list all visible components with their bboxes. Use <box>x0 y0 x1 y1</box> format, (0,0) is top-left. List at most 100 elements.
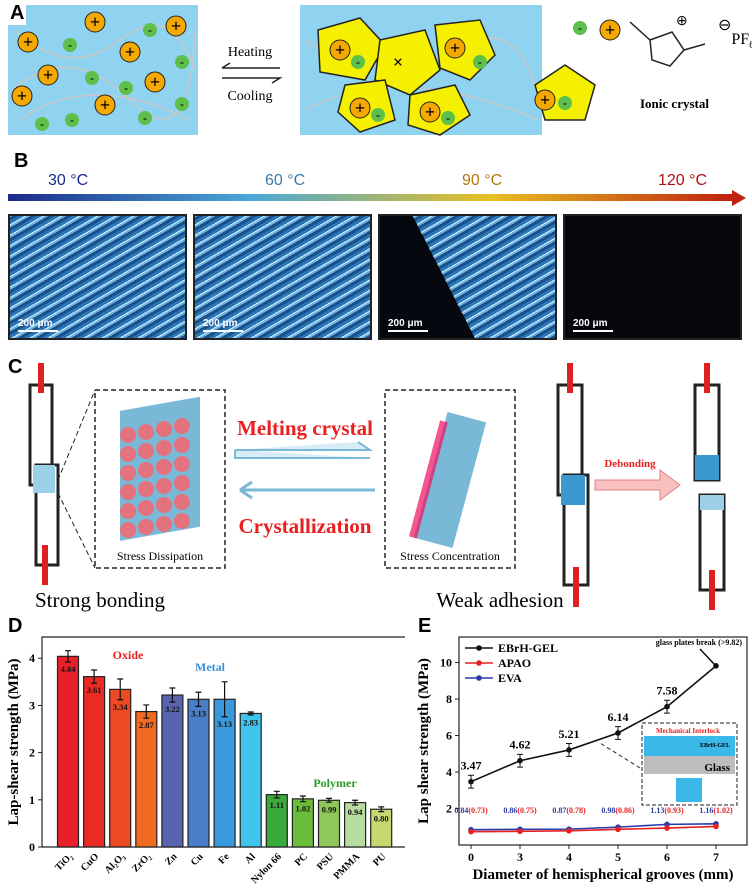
ionic-crystal-label: Ionic crystal <box>640 96 709 111</box>
data-label: 0.80 <box>374 814 389 824</box>
plus-sign: + <box>23 32 33 52</box>
cation-icon <box>599 19 621 41</box>
bar <box>239 712 262 848</box>
anion-icon <box>63 38 77 52</box>
data-label-pair: 0.86(0.75) <box>503 806 537 815</box>
panel-label-b: B <box>14 150 29 172</box>
temperature-gradient-bar <box>8 194 733 201</box>
cation-icon <box>165 15 187 37</box>
data-label-pair: 0.98(0.86) <box>601 806 635 815</box>
data-label: 5.21 <box>559 727 580 741</box>
error-bar <box>566 743 572 757</box>
forward-arrow <box>234 441 374 459</box>
scale-bar: 200 μm <box>18 318 58 332</box>
temp-30: 30 °C <box>48 172 89 189</box>
bar <box>56 655 80 848</box>
minus-sign: - <box>68 38 72 52</box>
apao-label: (1.02) <box>713 806 733 815</box>
crystal-dot <box>138 424 154 440</box>
group-label: Metal <box>195 660 226 674</box>
minus-sign: - <box>90 71 94 85</box>
error-bar <box>143 704 150 719</box>
x-tick-label: TiO₂ <box>53 851 75 873</box>
bar <box>135 710 158 848</box>
error-bar <box>299 795 306 803</box>
plot-frame <box>458 636 748 846</box>
minus-sign: - <box>376 108 380 122</box>
x-tick-label: Zn <box>163 851 180 868</box>
error-bar <box>195 691 202 707</box>
plus-sign: + <box>171 16 181 36</box>
crystal-dot <box>174 418 190 434</box>
heating-label: Heating <box>228 45 272 60</box>
y-tick-label: 1 <box>29 793 35 807</box>
data-label: 3.13 <box>191 708 206 718</box>
y-tick-label: 6 <box>446 729 452 743</box>
data-label: 0.99 <box>322 804 337 814</box>
x-tick-label: 3 <box>517 850 523 864</box>
inset-pointer <box>599 742 641 769</box>
minus-sign: - <box>180 55 184 69</box>
y-tick-label: 10 <box>440 656 452 670</box>
legend-marker <box>476 645 482 651</box>
panel-c-schematic: Stress Dissipation Melting crystal Cryst… <box>28 363 726 612</box>
data-label: 3.22 <box>165 704 180 714</box>
temp-120: 120 °C <box>658 172 708 189</box>
error-bar <box>326 797 332 803</box>
y-tick-label: 0 <box>29 840 35 854</box>
data-label-pair: 0.87(0.78) <box>552 806 586 815</box>
y-tick-label: 2 <box>446 802 452 816</box>
crystal-dot <box>138 519 154 535</box>
minus-sign: - <box>578 21 582 35</box>
legend-marker <box>476 660 482 666</box>
cooling-label: Cooling <box>227 89 272 104</box>
minus-sign: - <box>563 96 567 110</box>
eva-label: 1.16 <box>699 806 713 815</box>
gel-layer <box>644 736 735 756</box>
micrograph-120c: 200 μm <box>563 214 742 340</box>
annotation: glass plates break (>9.82) <box>656 638 743 647</box>
error-bar <box>352 799 359 806</box>
scale-bar: 200 μm <box>388 318 428 332</box>
anion-icon <box>573 21 587 35</box>
cation-icon <box>329 39 351 61</box>
anion-label: ⊖PF6 <box>718 17 752 51</box>
apao-label: (0.75) <box>517 806 537 815</box>
strong-bonding-label: Strong bonding <box>35 588 166 612</box>
data-label: 7.58 <box>657 684 678 698</box>
legend-entry: APAO <box>498 656 531 670</box>
data-label: 4.04 <box>61 664 77 674</box>
cation-icon <box>349 97 371 119</box>
line-chart: 2 4 6 8 10 0 3 4 5 6 7 Diameter of hemispherical gr… <box>416 636 748 883</box>
cation-icon <box>17 31 39 53</box>
x-tick-label: PSU <box>315 851 336 872</box>
weak-adhesion-label: Weak adhesion <box>436 588 564 612</box>
crystal-dot <box>120 484 136 500</box>
error-bar <box>91 669 98 684</box>
anion-icon <box>175 97 189 111</box>
anion-icon <box>65 113 79 127</box>
x-tick-label: CuO <box>79 851 101 873</box>
minus-sign: - <box>124 81 128 95</box>
bar-chart: 0 1 2 3 4 Lap-shear strength (MPa) 4.04 TiO₂ 3.6… <box>6 636 405 886</box>
minus-sign: - <box>446 111 450 125</box>
temp-90: 90 °C <box>462 172 503 189</box>
data-label-pair: 1.16(1.02) <box>699 806 733 815</box>
crystal-dot <box>174 513 190 529</box>
stress-dissipation-label: Stress Dissipation <box>117 549 203 563</box>
plus-sign: + <box>90 12 100 32</box>
crystal-dot <box>138 500 154 516</box>
data-label: 3.13 <box>217 719 232 729</box>
bar <box>161 694 184 848</box>
cation-icon <box>37 64 59 86</box>
imidazolium-structure <box>629 21 706 67</box>
y-axis-label: Lap-shear strength (MPa) <box>6 659 22 826</box>
crystal-dot <box>156 459 172 475</box>
minus-sign: - <box>143 111 147 125</box>
x-axis-label: Diameter of hemispherical grooves (mm) <box>472 867 733 883</box>
apao-label: (0.78) <box>566 806 586 815</box>
plus-sign: + <box>540 90 550 110</box>
strong-bonding-specimen <box>28 363 60 585</box>
panel-label-d: D <box>8 615 23 637</box>
panel-label-a: A <box>8 2 27 25</box>
